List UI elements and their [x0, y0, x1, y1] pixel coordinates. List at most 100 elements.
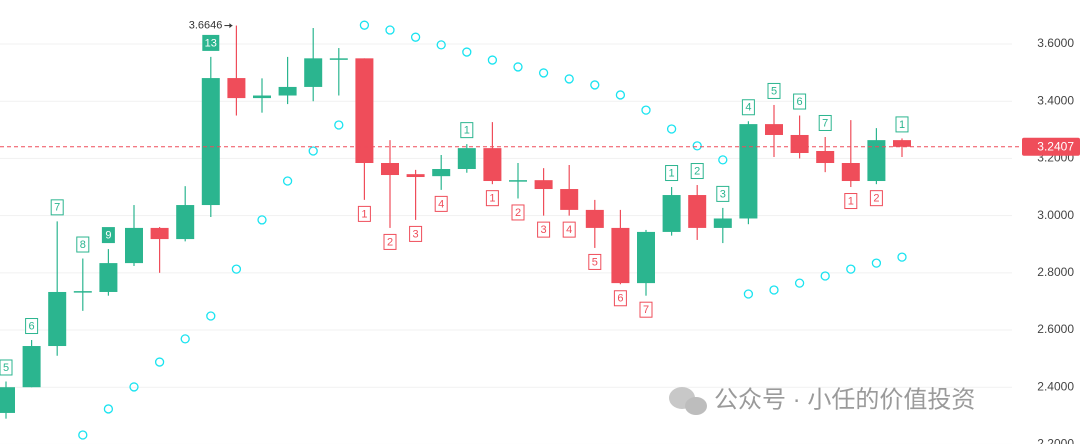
candle-body — [22, 346, 41, 388]
sar-dot — [487, 55, 498, 65]
candle-body — [329, 58, 348, 60]
td-box — [409, 225, 423, 242]
sar-dot — [897, 252, 907, 262]
td-label: 5 — [771, 85, 777, 97]
sar-dot — [282, 176, 293, 186]
td-label: 3 — [720, 188, 726, 200]
td-label: 9 — [105, 229, 111, 241]
sar-dot — [718, 155, 728, 165]
candle-body — [560, 189, 579, 210]
watermark-text: 公众号 · 小任的价值投资 — [714, 386, 975, 413]
candle-body — [841, 163, 860, 182]
td-label: 13 — [205, 37, 217, 49]
td-label: 7 — [822, 117, 828, 129]
candle-body — [816, 150, 835, 164]
candle-body — [48, 291, 67, 347]
td-box — [383, 233, 397, 250]
candle-body — [457, 148, 476, 170]
candle-body — [150, 227, 169, 240]
sar-dot — [103, 404, 114, 414]
td-box — [511, 204, 525, 221]
candle-body — [662, 195, 681, 232]
td-box — [588, 253, 602, 270]
sar-dot — [666, 124, 677, 134]
sar-dot — [308, 146, 318, 156]
sar-dot — [231, 264, 242, 274]
sar-dot — [410, 32, 421, 42]
y-tick-label: 3.4000 — [1037, 93, 1074, 107]
td-label: 1 — [899, 119, 905, 131]
td-label: 2 — [515, 207, 521, 219]
sar-dot — [538, 68, 549, 78]
sar-dot — [206, 311, 216, 321]
td-label: 2 — [873, 193, 879, 205]
sar-dot — [794, 278, 805, 288]
sar-dot — [692, 141, 702, 151]
sar-dot — [641, 105, 651, 115]
td-box — [485, 190, 499, 207]
candle-body — [381, 163, 399, 176]
td-box — [460, 122, 474, 139]
td-box — [50, 199, 64, 216]
td-box — [869, 190, 883, 207]
sar-dot — [871, 258, 882, 268]
watermark-icon — [685, 397, 707, 415]
max-label: 3.6646 — [189, 19, 223, 31]
td-label: 4 — [438, 198, 444, 210]
td-box — [844, 193, 858, 210]
candle-body — [585, 209, 604, 228]
td-box — [639, 301, 653, 318]
candle-body — [406, 174, 425, 178]
candle-body — [534, 180, 553, 190]
td-label: 2 — [694, 165, 700, 177]
y-tick-label: 2.6000 — [1037, 322, 1074, 336]
candle-body — [125, 227, 143, 264]
price-tag — [1022, 137, 1080, 156]
sar-dot — [590, 80, 600, 90]
sar-dot — [615, 90, 626, 100]
td-box — [665, 165, 679, 182]
sar-dot — [154, 357, 165, 367]
td-label: 1 — [848, 195, 854, 207]
sar-dot — [564, 74, 574, 84]
td-label: 5 — [592, 256, 598, 268]
td-label: 5 — [3, 362, 9, 374]
td-box — [0, 359, 13, 376]
td-box — [818, 114, 832, 131]
sar-dot — [743, 289, 754, 299]
y-tick-label: 3.6000 — [1037, 36, 1074, 50]
candle-body — [893, 140, 911, 147]
td-box — [562, 221, 576, 238]
sar-dot — [769, 285, 779, 295]
td-box — [101, 227, 115, 244]
td-label: 8 — [80, 239, 86, 251]
sar-dot — [846, 264, 856, 274]
sar-dot — [436, 40, 446, 50]
td-box — [895, 116, 909, 133]
sar-dot — [334, 120, 344, 130]
sar-dot — [385, 25, 395, 35]
td-box — [76, 236, 90, 253]
td-label: 1 — [669, 167, 675, 179]
candle-body — [355, 58, 374, 164]
sar-dot — [359, 20, 370, 30]
td-box — [716, 185, 730, 202]
sar-dot — [129, 382, 139, 392]
y-tick-label: 3.0000 — [1037, 208, 1074, 222]
td-label: 3 — [413, 228, 419, 240]
candle-body — [739, 124, 758, 219]
candle-body — [509, 180, 527, 182]
candle-body — [637, 231, 655, 284]
td-label: 1 — [464, 125, 470, 137]
candle-body — [611, 227, 630, 284]
sar-dot — [462, 47, 472, 57]
candle-body — [432, 169, 451, 177]
td-box — [202, 34, 220, 51]
td-label: 6 — [617, 293, 623, 305]
candle-body — [99, 263, 118, 292]
watermark: 公众号 · 小任的价值投资 — [669, 386, 975, 415]
td-label: 4 — [745, 102, 751, 114]
td-box — [537, 221, 551, 238]
candle-body — [176, 205, 195, 240]
